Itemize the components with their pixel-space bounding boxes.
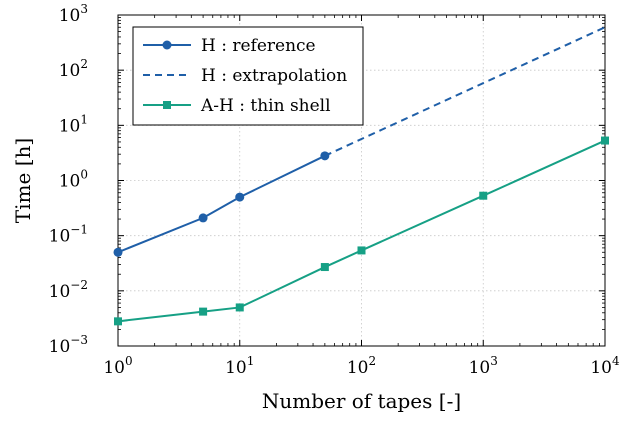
data-point (357, 246, 366, 255)
legend-label: H : extrapolation (201, 66, 347, 86)
data-point (235, 192, 245, 202)
y-axis-title: Time [h] (11, 138, 35, 223)
x-tick-label: 100 (103, 354, 132, 378)
y-tick-label: 102 (59, 57, 88, 81)
data-point (479, 191, 488, 200)
x-axis-title: Number of tapes [-] (262, 389, 461, 413)
y-tick-label: 101 (59, 112, 88, 136)
data-point (114, 317, 122, 326)
data-point (320, 151, 330, 161)
y-tick-label: 100 (59, 168, 88, 192)
x-tick-label: 101 (225, 354, 254, 378)
legend-label: H : reference (201, 36, 316, 56)
legend: H : reference H : extrapolation A-H : thin… (132, 26, 364, 126)
data-point (320, 263, 329, 272)
series-line (324, 26, 606, 157)
series-2 (114, 136, 609, 326)
x-tick-label: 103 (469, 354, 498, 378)
data-point (235, 303, 244, 312)
legend-label: A-H : thin shell (200, 96, 331, 116)
series-line (117, 154, 326, 254)
data-point (198, 213, 208, 223)
data-point (199, 307, 208, 316)
x-tick-label: 104 (590, 354, 620, 378)
y-tick-label: 10−1 (49, 223, 88, 247)
y-tick-label: 10−3 (49, 333, 88, 357)
y-tick-label: 103 (59, 2, 88, 26)
x-tick-label: 102 (347, 354, 376, 378)
y-tick-label: 10−2 (49, 278, 88, 302)
series-1 (324, 26, 606, 157)
legend-marker (162, 40, 172, 50)
data-point (113, 247, 123, 257)
series-layer (113, 26, 609, 326)
data-point (601, 136, 609, 145)
legend-marker (163, 101, 171, 109)
series-0 (113, 151, 330, 257)
